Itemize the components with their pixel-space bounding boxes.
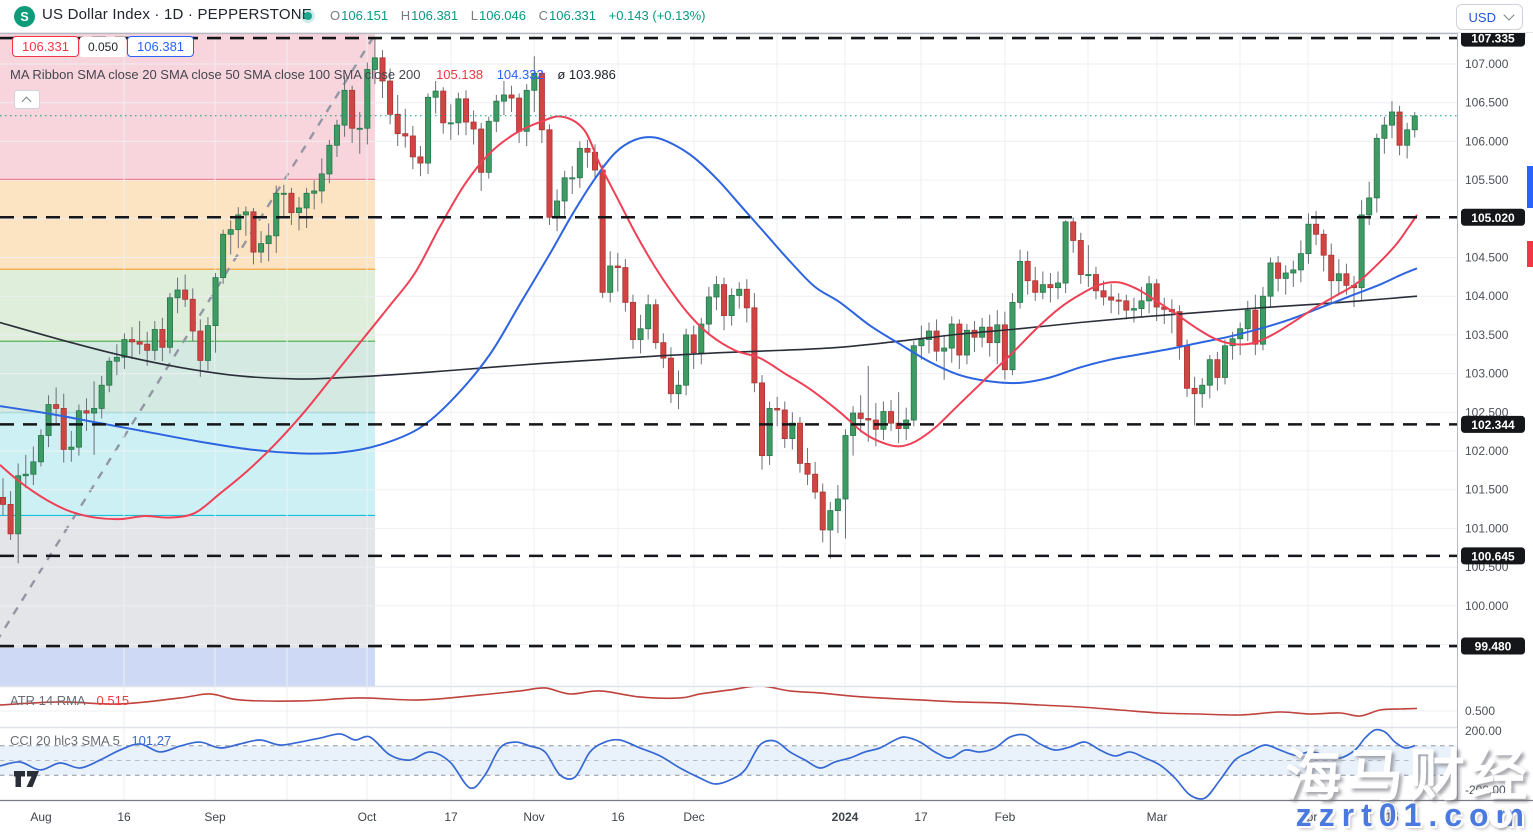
price-axis-label: 105.500: [1465, 173, 1509, 187]
ma-ribbon-label: MA Ribbon SMA close 20 SMA close 50 SMA …: [10, 67, 421, 82]
time-axis-label: Aug: [30, 810, 51, 824]
close-label: C: [538, 8, 549, 23]
atr-value: 0.515: [96, 693, 130, 708]
sell-bid-button[interactable]: 106.331: [12, 36, 79, 57]
trendline[interactable]: [0, 28, 379, 655]
ohlc-readout: O106.151 H106.381 L106.046 C106.331 +0.1…: [330, 8, 706, 23]
tradingview-logo[interactable]: [14, 771, 44, 788]
price-axis-label: 106.000: [1465, 134, 1509, 148]
low-label: L: [470, 8, 478, 23]
high-value: 106.381: [411, 8, 459, 23]
gridlines: [0, 33, 1457, 800]
price-axis-label: 103.500: [1465, 328, 1509, 342]
time-axis-label: 16: [1385, 810, 1399, 824]
time-axis-label: Nov: [523, 810, 544, 824]
time-axis-label: 17: [914, 810, 928, 824]
price-axis-label: 102.000: [1465, 444, 1509, 458]
chevron-down-icon: [1503, 9, 1515, 21]
logo-letter: S: [20, 9, 29, 24]
price-axis[interactable]: 107.000 106.500 106.000 105.500 104.500 104.0…: [1457, 24, 1533, 800]
price-axis-label: 100.000: [1465, 599, 1509, 613]
low-value: 106.046: [479, 8, 526, 23]
market-status-icon: [301, 9, 315, 23]
price-axis-label: 106.500: [1465, 96, 1509, 110]
time-axis-label: Oct: [358, 810, 377, 824]
symbol-title[interactable]: US Dollar Index · 1D · PEPPERSTONE: [42, 6, 312, 23]
time-axis-label: 17: [444, 810, 458, 824]
sma-200-line[interactable]: [0, 295, 1418, 380]
level-badge: 102.344: [1471, 418, 1515, 432]
ma-ribbon-average-value: ø 103.986: [557, 67, 616, 82]
order-tab[interactable]: [1527, 166, 1533, 208]
price-axis-label: 103.000: [1465, 367, 1509, 381]
level-badge: 99.480: [1475, 640, 1512, 654]
order-tab[interactable]: [1527, 241, 1533, 267]
sma-50-line[interactable]: [0, 136, 1418, 455]
cci-indicator-legend[interactable]: CCI 20 hlc3 SMA 5 101.27: [10, 733, 171, 748]
atr-series: [0, 687, 1457, 717]
fib-bands: [0, 33, 375, 686]
price-axis-label: 102.500: [1465, 405, 1509, 419]
atr-label: ATR 14 RMA: [10, 693, 85, 708]
price-axis-label: 101.500: [1465, 483, 1509, 497]
cci-value: 101.27: [131, 733, 172, 748]
ma-ribbon-sma50-value: 104.332: [496, 67, 544, 82]
time-axis-label: Apr: [1299, 810, 1318, 824]
time-axis-label: Mar: [1147, 810, 1168, 824]
collapse-legend-button[interactable]: [14, 90, 40, 109]
time-axis-label: 16: [117, 810, 131, 824]
axis-badges: 107.335 105.020 102.344 100.645 99.480: [1461, 29, 1525, 655]
ma-ribbon-sma20-value: 105.138: [436, 67, 484, 82]
open-value: 106.151: [341, 8, 389, 23]
price-axis-label: 104.000: [1465, 289, 1509, 303]
high-label: H: [400, 8, 411, 23]
cci-axis-label: 200.00: [1465, 724, 1502, 738]
time-axis-label: Dec: [683, 810, 704, 824]
spread-value: 0.050: [80, 36, 127, 57]
chart-header: S US Dollar Index · 1D · PEPPERSTONE O10…: [0, 0, 1533, 33]
candlestick-series: [0, 36, 1418, 564]
currency-label: USD: [1468, 9, 1496, 25]
pepperstone-logo-icon: S: [14, 6, 35, 27]
cci-series: [0, 728, 1457, 800]
buy-ask-button[interactable]: 106.381: [127, 36, 195, 57]
time-axis-label: 16: [611, 810, 625, 824]
bid-ask-widget: 106.331 0.050 106.381: [12, 36, 195, 57]
atr-axis-label: 0.500: [1465, 704, 1495, 718]
support-resistance-levels[interactable]: [0, 36, 1457, 648]
price-axis-label: 107.000: [1465, 57, 1509, 71]
price-axis-label: 101.000: [1465, 521, 1509, 535]
time-axis-label: 2024: [832, 810, 859, 824]
level-badge: 100.645: [1471, 549, 1515, 563]
level-badge: 105.020: [1471, 211, 1515, 225]
ma-ribbon-legend[interactable]: MA Ribbon SMA close 20 SMA close 50 SMA …: [10, 67, 616, 82]
time-axis-label: Feb: [995, 810, 1016, 824]
cci-label: CCI 20 hlc3 SMA 5: [10, 733, 120, 748]
time-axis[interactable]: Aug 16 Sep Oct 17 Nov 16 Dec 2024 17 Feb Mar Apr 16: [0, 799, 1533, 825]
open-label: O: [330, 8, 341, 23]
level-badge: 107.335: [1471, 32, 1515, 46]
cci-axis-label: -200.00: [1465, 783, 1506, 797]
close-value: 106.331: [549, 8, 597, 23]
sma-20-line[interactable]: [0, 115, 1418, 521]
price-axis-label: 104.500: [1465, 251, 1509, 265]
currency-dropdown[interactable]: USD: [1455, 4, 1523, 30]
chevron-up-icon: [21, 96, 32, 107]
time-axis-label: Sep: [204, 810, 226, 824]
change-value: +0.143 (+0.13%): [608, 8, 706, 23]
atr-indicator-legend[interactable]: ATR 14 RMA 0.515: [10, 693, 129, 708]
